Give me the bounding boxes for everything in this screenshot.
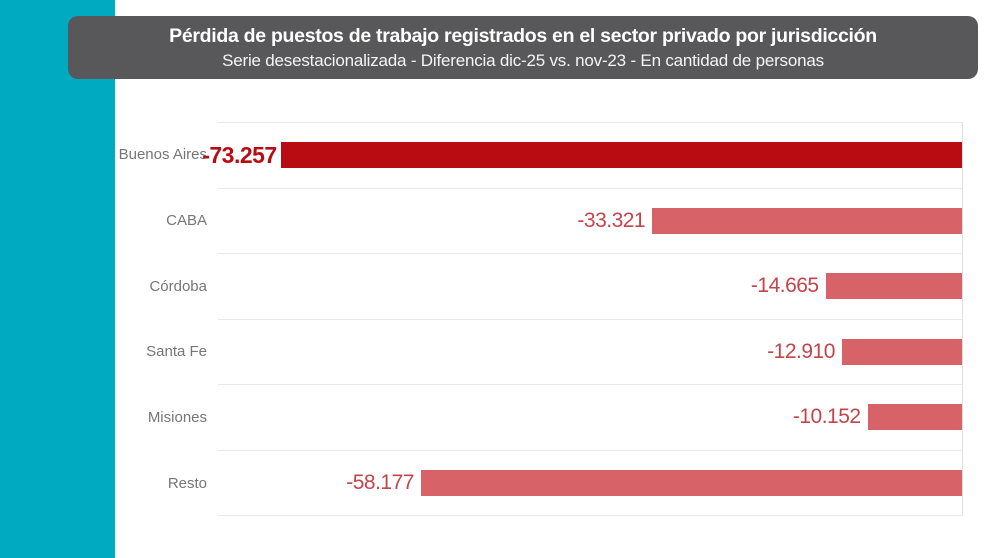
chart-row: -10.152 xyxy=(218,384,962,450)
category-label: Misiones xyxy=(147,409,207,427)
chart-row: -73.257 xyxy=(202,122,962,188)
chart-row: -33.321 xyxy=(218,187,962,254)
value-label: -58.177 xyxy=(346,470,414,494)
category-label: Córdoba xyxy=(149,277,207,295)
category-label: CABA xyxy=(166,212,207,229)
chart-row: -58.177 xyxy=(218,449,962,516)
chart-subtitle: Serie desestacionalizada - Diferencia di… xyxy=(222,50,824,70)
plot-area: -73.257 -33.321 -14.665 -12.910 -10.152 -58.1… xyxy=(202,122,963,516)
chart-row: -12.910 xyxy=(218,318,962,385)
value-label: -12.910 xyxy=(767,339,835,363)
accent-stripe xyxy=(0,0,115,558)
header-banner: Pérdida de puestos de trabajo registrado… xyxy=(68,16,978,79)
value-label: -10.152 xyxy=(792,405,861,429)
value-label: -73.257 xyxy=(202,141,277,168)
chart-row: -14.665 xyxy=(218,253,962,319)
value-label: -33.321 xyxy=(577,208,646,232)
bar xyxy=(652,207,962,234)
category-labels-column: Buenos Aires CABA Córdoba Santa Fe Misiones R… xyxy=(115,122,218,516)
chart-title: Pérdida de puestos de trabajo registrado… xyxy=(169,24,877,47)
category-label: Santa Fe xyxy=(146,343,207,361)
category-label: Resto xyxy=(167,474,207,492)
bar xyxy=(841,338,962,365)
bar xyxy=(420,469,962,496)
value-label: -14.665 xyxy=(750,274,819,298)
bar xyxy=(825,273,962,300)
bar-chart: Buenos Aires CABA Córdoba Santa Fe Misiones R… xyxy=(115,122,963,516)
bar xyxy=(280,142,962,169)
bar xyxy=(867,404,962,431)
category-label: Buenos Aires xyxy=(118,146,207,164)
